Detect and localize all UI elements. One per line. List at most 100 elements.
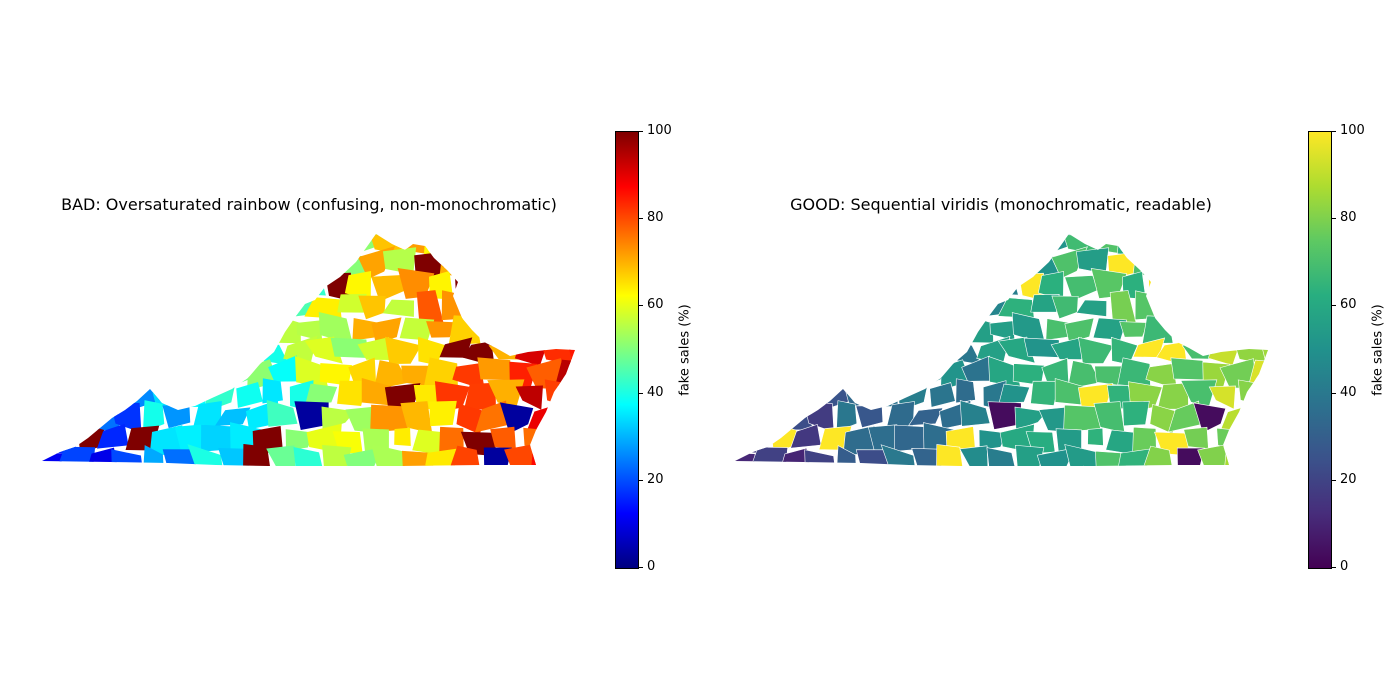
county-region [934, 234, 967, 258]
county-region [895, 343, 932, 361]
county-region [1246, 268, 1268, 299]
county-region [870, 337, 905, 365]
county-region [842, 465, 880, 466]
county-region [124, 475, 155, 497]
colorbar-tick-label: 40 [647, 384, 664, 400]
county-region [101, 383, 126, 413]
county-region [204, 253, 239, 280]
county-region [936, 311, 971, 346]
county-region [1266, 247, 1268, 277]
county-region [441, 290, 468, 321]
county-region [465, 470, 496, 497]
county-region [552, 319, 575, 347]
county-region [111, 359, 143, 388]
county-region [325, 234, 357, 254]
county-region [961, 274, 997, 296]
county-region [735, 316, 763, 345]
county-region [842, 289, 878, 323]
county-region [866, 311, 889, 337]
county-region [852, 338, 878, 364]
county-region [226, 333, 259, 364]
county-region [1049, 465, 1089, 466]
county-region [196, 274, 224, 297]
county-region [500, 267, 533, 299]
county-region [1220, 314, 1257, 345]
county-region [764, 471, 797, 489]
county-region [1132, 246, 1164, 277]
county-region [1276, 270, 1308, 297]
county-region [527, 314, 564, 345]
county-region [579, 357, 610, 386]
county-region [794, 383, 819, 413]
county-region [60, 355, 94, 390]
county-region [243, 311, 279, 346]
good-colorbar-label: fake sales (%) [1370, 304, 1386, 396]
county-region [140, 312, 171, 344]
bad-colorbar-label: fake sales (%) [677, 304, 693, 396]
county-region [394, 427, 411, 446]
county-region [268, 274, 304, 296]
county-region [797, 470, 826, 495]
county-region [371, 443, 406, 466]
county-region [163, 275, 198, 303]
county-region [978, 246, 1006, 272]
county-region [149, 289, 186, 323]
county-region [911, 448, 944, 466]
county-region [833, 234, 867, 251]
county-region [1030, 294, 1060, 313]
county-region [57, 446, 96, 466]
county-region [1205, 247, 1242, 279]
county-region [1245, 319, 1268, 347]
county-region [530, 446, 563, 466]
county-region [567, 291, 575, 320]
county-region [872, 256, 902, 277]
county-region [256, 289, 282, 319]
county-region [583, 270, 615, 297]
county-region [58, 316, 94, 340]
county-region [337, 293, 367, 313]
county-region [753, 275, 785, 298]
county-region [203, 471, 237, 492]
county-region [488, 469, 521, 495]
county-region [222, 361, 250, 391]
county-region [1087, 427, 1104, 446]
county-region [242, 444, 271, 466]
county-region [423, 234, 461, 258]
county-region [560, 404, 575, 427]
county-region [914, 271, 940, 299]
county-region [959, 445, 989, 466]
county-region [371, 317, 402, 344]
county-region [42, 315, 70, 345]
county-region [856, 234, 887, 254]
county-region [60, 274, 92, 298]
county-region [486, 250, 525, 281]
county-region [751, 317, 787, 340]
county-region [955, 247, 982, 277]
county-region [93, 363, 121, 387]
county-region [958, 234, 989, 254]
county-region [308, 472, 340, 499]
county-region [382, 299, 415, 317]
county-region [1193, 402, 1227, 434]
county-region [477, 234, 508, 250]
county-region [1271, 455, 1308, 472]
county-region [548, 251, 575, 279]
county-region [163, 234, 194, 254]
county-region [332, 469, 364, 496]
county-region [197, 234, 223, 255]
county-region [42, 234, 68, 256]
bad-panel-title: BAD: Oversaturated rainbow (confusing, n… [61, 195, 557, 214]
county-region [228, 473, 255, 495]
county-region [1223, 447, 1256, 466]
county-region [499, 402, 534, 434]
county-region [515, 385, 544, 410]
county-region [1208, 385, 1236, 410]
county-region [221, 271, 247, 299]
county-region [830, 270, 863, 300]
county-region [915, 319, 942, 346]
county-region [578, 455, 615, 472]
county-region [47, 294, 81, 324]
county-region [883, 313, 913, 347]
good-panel-title: GOOD: Sequential viridis (monochromatic,… [790, 195, 1212, 214]
county-region [1197, 443, 1231, 466]
